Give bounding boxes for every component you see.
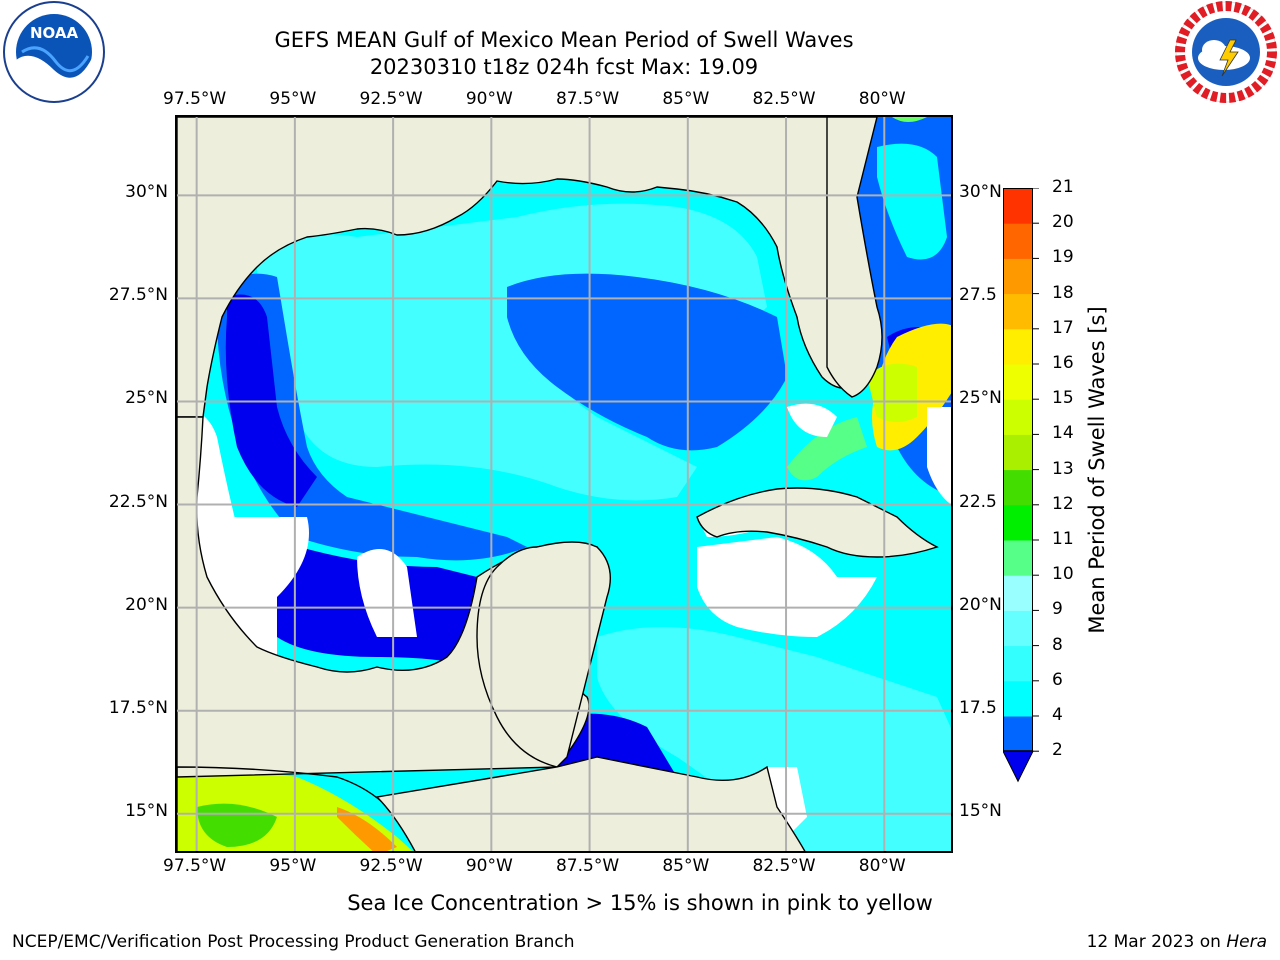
florida-land (826, 117, 883, 398)
central-blue-region (507, 273, 787, 451)
lat-tick-label-left: 27.5°N (108, 285, 168, 306)
colorbar-border (1003, 188, 1033, 752)
lon-tick-label: 90°W (465, 89, 513, 109)
colorbar-segment (1003, 540, 1033, 576)
colorbar-tick-label: 12 (1052, 493, 1074, 514)
chart-title: GEFS MEAN Gulf of Mexico Mean Period of … (274, 28, 854, 52)
colorbar-tick-label: 8 (1052, 634, 1063, 655)
pacific-swell-orange (337, 807, 397, 851)
colorbar-tick-label: 2 (1052, 740, 1063, 761)
colorbar-segment (1003, 258, 1033, 295)
colorbar-segment (1003, 645, 1033, 682)
colorbar-segment (1003, 223, 1033, 259)
florida-straits-green (787, 417, 867, 481)
colorbar-tick-label: 17 (1052, 317, 1074, 338)
land-masses (177, 117, 939, 851)
colorbar-segment (1003, 293, 1033, 330)
footer-machine: Hera (1226, 932, 1267, 952)
colorbar-segment (1003, 364, 1033, 400)
nws-logo-icon (1175, 1, 1277, 103)
lat-tick-label-right: 17.5 (959, 697, 1004, 718)
lat-tick-label-left: 22.5°N (108, 491, 168, 512)
atlantic-cyan-patch (877, 143, 947, 260)
colorbar-segment (1003, 610, 1033, 647)
lon-tick-label: 97.5°W (163, 89, 227, 109)
colorbar-tick-label: 15 (1052, 388, 1074, 409)
colorbar-segment (1003, 328, 1033, 365)
lat-tick-label-left: 25°N (125, 388, 168, 409)
map-gridlines (177, 117, 951, 851)
colorbar-tick-label: 6 (1052, 669, 1063, 690)
nodata-keys (787, 403, 837, 437)
lat-tick-label-right: 22.5 (959, 491, 1004, 512)
footer-date: 12 Mar 2023 on Hera (1087, 932, 1267, 952)
colorbar-segment (1003, 399, 1033, 435)
colorbar-tick-label: 4 (1052, 705, 1063, 725)
colorbar-tick-label: 19 (1052, 247, 1074, 268)
lat-tick-label-right: 15°N (959, 800, 1004, 821)
footer-credit: NCEP/EMC/Verification Post Processing Pr… (12, 932, 575, 952)
map-frame (175, 115, 953, 853)
colorbar-tick-label: 9 (1052, 599, 1063, 620)
lon-tick-label: 87.5°W (555, 856, 620, 876)
lat-tick-label-left: 30°N (125, 182, 168, 203)
colorbar-segment (1003, 469, 1033, 506)
lon-tick-label: 82.5°W (752, 89, 816, 109)
colorbar (1003, 188, 1039, 783)
lon-tick-label: 95°W (269, 856, 317, 876)
lat-tick-label-right: 25°N (959, 388, 1004, 409)
colorbar-tick-label: 21 (1052, 177, 1074, 197)
lat-tick-label-right: 20°N (959, 594, 1004, 615)
colorbar-segment (1003, 716, 1033, 752)
colorbar-label: Mean Period of Swell Waves [s] (1085, 306, 1109, 634)
lat-tick-label-right: 27.5 (959, 285, 1004, 306)
lon-tick-label: 90°W (465, 856, 513, 876)
colorbar-segment (1003, 504, 1033, 541)
colorbar-tick-label: 10 (1052, 564, 1074, 585)
colorbar-tick-label: 20 (1052, 212, 1074, 233)
colorbar-tick-label: 18 (1052, 282, 1074, 303)
bahamas-swell-lime (867, 363, 917, 422)
lon-tick-label: 92.5°W (359, 856, 423, 876)
svg-text:NOAA: NOAA (30, 24, 79, 42)
lon-tick-label: 80°W (858, 89, 906, 109)
colorbar-segment (1003, 680, 1033, 717)
lon-tick-label: 85°W (662, 89, 710, 109)
colorbar-tick-label: 16 (1052, 353, 1074, 373)
colorbar-tick-label: 13 (1052, 458, 1074, 479)
colorbar-tick-label: 11 (1052, 529, 1074, 549)
atlantic-green-edge (892, 117, 927, 122)
lon-tick-label: 95°W (269, 89, 317, 109)
lon-tick-label: 82.5°W (752, 856, 816, 876)
lon-tick-label: 87.5°W (555, 89, 620, 109)
ice-note: Sea Ice Concentration > 15% is shown in … (347, 891, 933, 915)
lat-tick-label-left: 15°N (125, 800, 168, 821)
chart-subtitle: 20230310 t18z 024h fcst Max: 19.09 (369, 55, 759, 79)
footer-date-text: 12 Mar 2023 on (1086, 932, 1227, 952)
caribbean-light-cyan (597, 627, 951, 851)
nodata-campeche (357, 549, 417, 637)
colorbar-segment (1003, 434, 1033, 471)
lon-tick-label: 92.5°W (359, 89, 423, 109)
lon-tick-label: 85°W (662, 856, 710, 876)
swell-period-map (177, 117, 951, 851)
lat-tick-label-left: 17.5°N (108, 697, 168, 718)
lon-tick-label: 80°W (858, 856, 906, 876)
colorbar-segment (1003, 575, 1033, 611)
lat-tick-label-right: 30°N (959, 182, 1004, 203)
colorbar-extend-min (1003, 750, 1034, 783)
colorbar-segment (1003, 188, 1033, 224)
colorbar-tick-label: 14 (1052, 423, 1074, 444)
lat-tick-label-left: 20°N (125, 594, 168, 615)
noaa-logo-icon: NOAA (3, 1, 105, 103)
nodata-bahamas (927, 407, 951, 505)
lon-tick-label: 97.5°W (163, 856, 227, 876)
nodata-mexico-coast (177, 517, 309, 657)
